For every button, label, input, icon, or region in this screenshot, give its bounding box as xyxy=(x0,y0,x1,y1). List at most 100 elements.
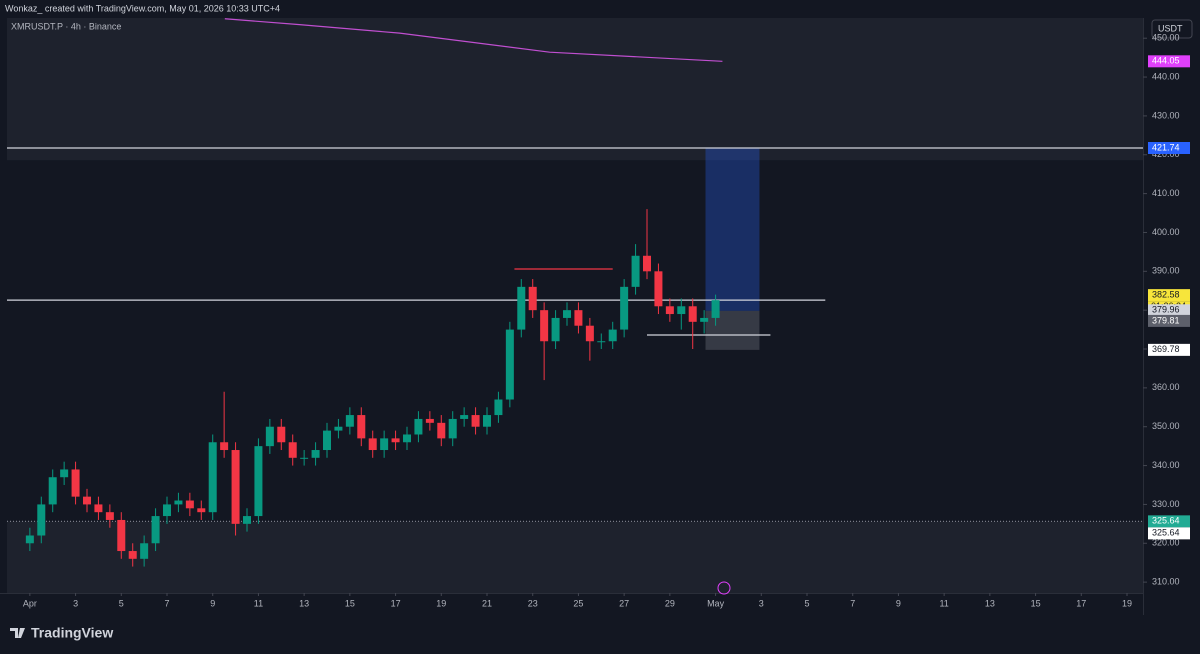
position-target xyxy=(705,147,760,311)
x-tick-label: 9 xyxy=(896,598,901,608)
candle-body xyxy=(300,457,309,459)
x-tick-label: 25 xyxy=(573,598,583,608)
candle-body xyxy=(460,415,469,419)
credit: Wonkaz_ created with TradingView.com, Ma… xyxy=(5,3,280,13)
candle-body xyxy=(48,477,57,505)
x-tick-label: 19 xyxy=(1122,598,1132,608)
candle-body xyxy=(220,442,229,451)
x-tick-label: 15 xyxy=(345,598,355,608)
candle-body xyxy=(288,442,297,458)
x-tick-label: 13 xyxy=(985,598,995,608)
candle-body xyxy=(517,286,526,330)
candle-body xyxy=(71,469,80,497)
x-tick-label: 9 xyxy=(210,598,215,608)
price-label: 325.64 xyxy=(1152,528,1180,538)
price-label: 444.05 xyxy=(1152,56,1180,66)
candle-body xyxy=(197,508,206,513)
candle-body xyxy=(414,418,423,435)
candle-body xyxy=(380,438,389,451)
candle-body xyxy=(140,543,149,559)
candle-body xyxy=(540,310,549,342)
plot-area xyxy=(7,18,1143,593)
candle-body xyxy=(391,438,400,443)
price-label-bg xyxy=(1148,314,1190,327)
price-label-bg xyxy=(1148,55,1190,68)
candle-body xyxy=(563,310,571,318)
candle-body xyxy=(60,469,69,478)
y-tick-label: 340.00 xyxy=(1152,460,1180,470)
y-tick-label: 330.00 xyxy=(1152,499,1180,509)
candle-body xyxy=(437,422,446,439)
candle-body xyxy=(494,399,503,416)
candle-body xyxy=(688,306,697,322)
candle-body xyxy=(254,446,263,517)
candle-body xyxy=(620,286,629,330)
price-label-bg xyxy=(1148,289,1190,302)
x-tick-label: 3 xyxy=(73,598,78,608)
x-tick-label: 27 xyxy=(619,598,629,608)
price-label: 421.74 xyxy=(1152,142,1180,152)
candle-body xyxy=(654,271,663,307)
candle-body xyxy=(448,418,457,439)
price-label-bg xyxy=(1148,515,1190,528)
price-label: 382.58 xyxy=(1152,290,1180,300)
y-tick-label: 360.00 xyxy=(1152,382,1180,392)
price-label: 325.64 xyxy=(1152,516,1180,526)
candle-body xyxy=(25,535,34,544)
zone xyxy=(7,521,1143,593)
logo xyxy=(10,628,25,638)
price-label: 379.96 xyxy=(1152,305,1180,315)
candle-body xyxy=(151,516,160,544)
candle-body xyxy=(243,516,251,524)
candle-body xyxy=(345,415,354,427)
candle-body xyxy=(174,500,183,505)
zone xyxy=(7,18,1143,161)
currency: USDT xyxy=(1158,23,1183,33)
candle-body xyxy=(551,317,560,342)
x-tick-label: 13 xyxy=(299,598,309,608)
candle-body xyxy=(597,341,606,343)
price-label-bg xyxy=(1148,343,1190,356)
x-tick-label: May xyxy=(707,598,725,608)
x-tick-label: 7 xyxy=(850,598,855,608)
candle-body xyxy=(128,551,137,559)
candle-body xyxy=(574,310,583,326)
x-tick-label: 19 xyxy=(436,598,446,608)
candle-body xyxy=(677,306,686,315)
y-tick-label: 430.00 xyxy=(1152,110,1180,120)
candle-body xyxy=(208,442,217,513)
candle-body xyxy=(37,504,46,536)
candle-body xyxy=(711,300,720,318)
candle-body xyxy=(357,415,366,439)
x-tick-label: 21 xyxy=(482,598,492,608)
candle-body xyxy=(105,512,114,520)
price-label-bg xyxy=(1148,527,1190,540)
brand: TradingView xyxy=(31,625,113,641)
price-label-bg xyxy=(1148,304,1190,317)
y-tick-label: 410.00 xyxy=(1152,188,1180,198)
price-label: 379.81 xyxy=(1152,315,1180,325)
event-icon[interactable] xyxy=(717,581,731,595)
candle-body xyxy=(117,519,126,552)
candle-body xyxy=(83,496,91,505)
x-tick-label: 23 xyxy=(528,598,538,608)
candle-body xyxy=(665,306,674,315)
y-tick-label: 450.00 xyxy=(1152,33,1180,43)
candle-body xyxy=(94,504,103,513)
y-tick-label: 350.00 xyxy=(1152,421,1180,431)
candle-body xyxy=(334,426,343,431)
candle-body xyxy=(608,329,617,342)
candle-body xyxy=(311,450,320,458)
x-tick-label: 5 xyxy=(119,598,124,608)
candle-body xyxy=(368,438,377,451)
y-tick-label: 320.00 xyxy=(1152,538,1180,548)
price-label-bg xyxy=(1148,141,1190,154)
x-tick-label: Apr xyxy=(23,598,37,608)
candle-body xyxy=(277,426,286,443)
candle-body xyxy=(505,329,514,400)
x-tick-label: 17 xyxy=(391,598,401,608)
x-tick-label: 11 xyxy=(939,598,948,608)
symbol: XMRUSDT.P · 4h · Binance xyxy=(11,21,121,31)
price-label: 369.78 xyxy=(1152,344,1180,354)
